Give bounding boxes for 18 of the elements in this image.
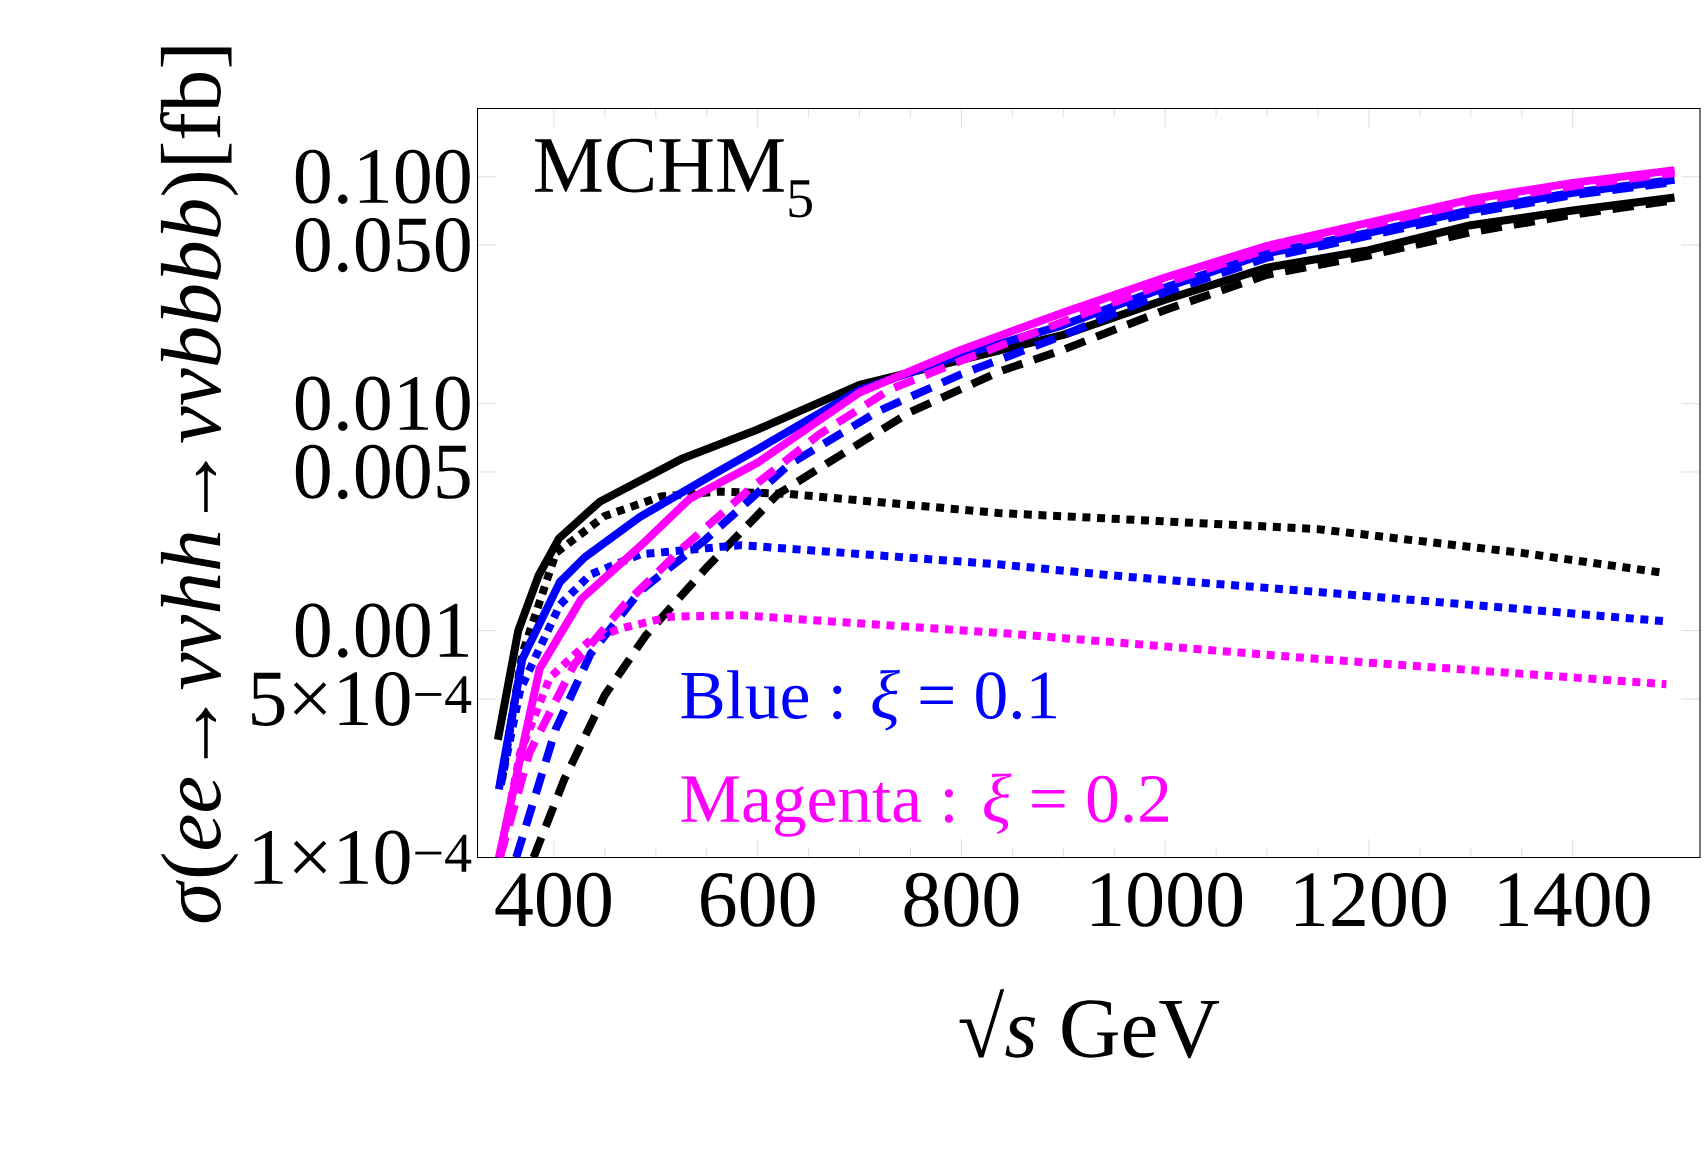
- x-tick-label: 800: [904, 872, 1019, 927]
- x-tick-label: 400: [495, 872, 611, 927]
- y-tick-label: 0.010: [295, 376, 470, 431]
- y-tick-label: 0.050: [295, 217, 470, 273]
- x-axis-title: √s GeV: [959, 989, 1220, 1059]
- y-tick-label: 0.005: [295, 444, 470, 500]
- x-tick-label: 1000: [1092, 872, 1243, 927]
- annotation: Magenta : ξ = 0.2: [681, 773, 1168, 837]
- annotation: Blue : ξ = 0.1: [681, 669, 1057, 731]
- x-tick-label: 600: [701, 872, 815, 927]
- y-tick-label: 5×10$^{−4}$: [252, 671, 472, 726]
- x-tick-label: 1200: [1295, 872, 1446, 927]
- y-tick-label: 0.100: [295, 149, 470, 204]
- y-tick-label: 0.001: [295, 603, 468, 658]
- x-tick-label: 1400: [1499, 872, 1650, 927]
- chart-title: MCHM$_{5}$: [535, 138, 812, 218]
- y-tick-label: 1×10$^{−4}$: [254, 830, 472, 885]
- y-axis-title: σ(ee→ννhh→ννbbbb)[fb]: [160, 47, 239, 923]
